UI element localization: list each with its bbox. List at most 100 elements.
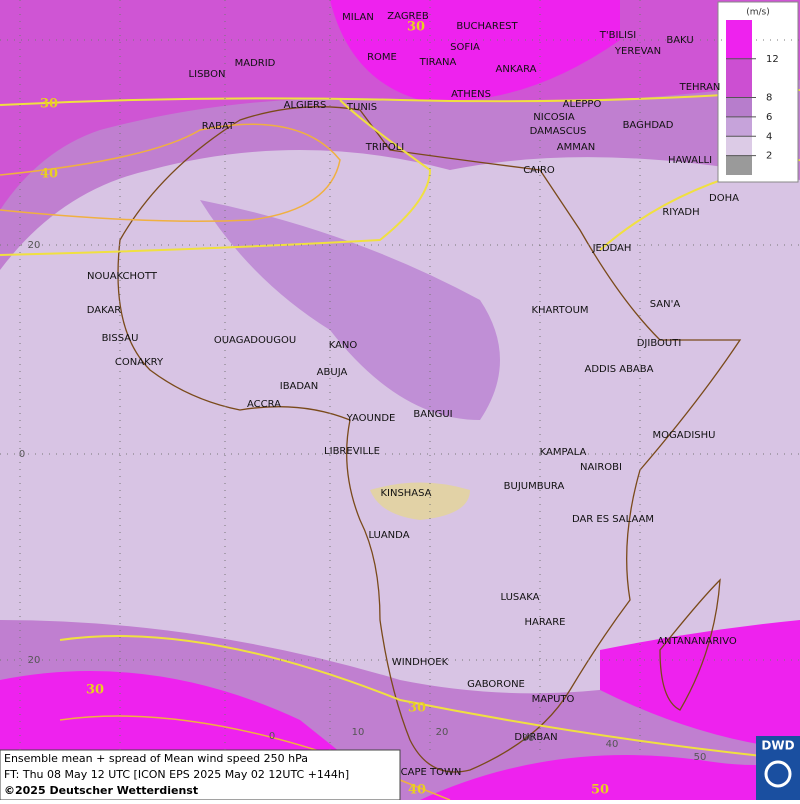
city-label: CONAKRY — [115, 357, 164, 368]
city-label: ALGIERS — [284, 100, 327, 111]
city-label: ANTANANARIVO — [657, 636, 737, 647]
city-label: LUSAKA — [501, 592, 540, 603]
city-label: KHARTOUM — [531, 305, 588, 316]
contour — [0, 123, 341, 222]
latitude-label: 20 — [28, 655, 41, 666]
contour — [0, 89, 800, 106]
contour — [59, 715, 451, 801]
coast — [659, 578, 721, 711]
field — [200, 200, 500, 420]
city-label: LIBREVILLE — [324, 446, 380, 457]
city-label: RIYADH — [662, 207, 699, 218]
city-label: BISSAU — [102, 333, 139, 344]
city-label: CAIRO — [523, 165, 555, 176]
legend-tick-label: 2 — [766, 151, 772, 162]
legend-title: (m/s) — [746, 8, 770, 18]
legend-swatch — [726, 116, 752, 137]
city-label: RABAT — [202, 121, 235, 132]
legend-tick-label: 4 — [766, 131, 772, 142]
coast — [117, 106, 742, 773]
longitude-label: 10 — [352, 727, 365, 738]
city-label: ANKARA — [496, 64, 537, 75]
legend-swatch — [726, 58, 752, 98]
city-label: LUANDA — [368, 530, 409, 541]
city-label: BANGUI — [413, 409, 452, 420]
city-label: NICOSIA — [533, 112, 575, 123]
logo-box — [756, 736, 800, 800]
city-label: T'BILISI — [599, 30, 636, 41]
city-label: ACCRA — [247, 399, 281, 410]
city-label: MAPUTO — [532, 694, 575, 705]
city-label: ADDIS ABABA — [585, 364, 654, 375]
city-label: DAMASCUS — [530, 126, 587, 137]
footer-line: ©2025 Deutscher Wetterdienst — [4, 784, 198, 797]
city-label: TEHRAN — [679, 82, 721, 93]
footer-line: FT: Thu 08 May 12 UTC [ICON EPS 2025 May… — [4, 768, 349, 781]
city-label: TRIPOLI — [365, 142, 404, 153]
city-label: MADRID — [235, 58, 276, 69]
city-label: TIRANA — [419, 57, 457, 68]
footer-line: Ensemble mean + spread of Mean wind spee… — [4, 752, 308, 765]
longitude-label: 0 — [269, 731, 275, 742]
contour — [0, 99, 432, 256]
field — [330, 0, 620, 102]
legend-tick-label: 6 — [766, 112, 772, 123]
city-label: BAGHDAD — [623, 120, 674, 131]
city-label: NOUAKCHOTT — [87, 271, 158, 282]
city-label: SOFIA — [450, 42, 480, 53]
city-label: JEDDAH — [592, 243, 632, 254]
city-label: KINSHASA — [380, 488, 431, 499]
contours-40 — [0, 123, 451, 801]
city-label: DURBAN — [514, 732, 557, 743]
city-label: NAIROBI — [580, 462, 622, 473]
city-label: TUNIS — [346, 102, 377, 113]
longitude-label: 30 — [522, 733, 535, 744]
contour-label: 40 — [408, 783, 426, 798]
city-label: MILAN — [342, 12, 374, 23]
legend-swatch — [726, 155, 752, 175]
city-label: YAOUNDE — [346, 413, 396, 424]
city-label: ATHENS — [451, 89, 491, 100]
contour-label: 40 — [40, 167, 58, 182]
city-label: CAPE TOWN — [401, 767, 462, 778]
logo-text: DWD — [761, 739, 794, 753]
city-label: BAKU — [666, 35, 693, 46]
legend-swatch — [726, 20, 752, 59]
city-label: YEREVAN — [614, 46, 661, 57]
city-label: BUJUMBURA — [504, 481, 565, 492]
city-label: MOGADISHU — [653, 430, 716, 441]
city-label: BUCHAREST — [456, 21, 518, 32]
legend-swatch — [726, 97, 752, 117]
city-label: AMMAN — [557, 142, 595, 153]
city-label: KANO — [329, 340, 358, 351]
city-label: KAMPALA — [540, 447, 587, 458]
legend-tick-label: 8 — [766, 93, 772, 104]
city-label: ALEPPO — [563, 99, 602, 110]
contour-label: 30 — [40, 97, 58, 112]
contour-label: 30 — [407, 20, 425, 35]
city-label: DAR ES SALAAM — [572, 514, 654, 525]
latitude-label: 0 — [19, 449, 25, 460]
coastline — [117, 106, 742, 773]
legend-swatch — [726, 136, 752, 156]
contour — [59, 635, 800, 761]
city-label: DJIBOUTI — [637, 338, 682, 349]
latitude-label: 20 — [28, 240, 41, 251]
city-label: GABORONE — [467, 679, 525, 690]
city-label: HARARE — [524, 617, 565, 628]
longitude-label: 40 — [606, 739, 619, 750]
field — [600, 620, 800, 750]
longitude-label: 20 — [436, 727, 449, 738]
city-label: ROME — [367, 52, 397, 63]
city-label: IBADAN — [280, 381, 319, 392]
city-label: LISBON — [189, 69, 226, 80]
city-label: DOHA — [709, 193, 739, 204]
contour-label: 50 — [591, 783, 609, 798]
city-label: ABUJA — [317, 367, 348, 378]
longitude-label: 50 — [694, 752, 707, 763]
contour-label: 30 — [86, 683, 104, 698]
city-label: OUAGADOUGOU — [214, 335, 296, 346]
city-label: ZAGREB — [387, 11, 429, 22]
